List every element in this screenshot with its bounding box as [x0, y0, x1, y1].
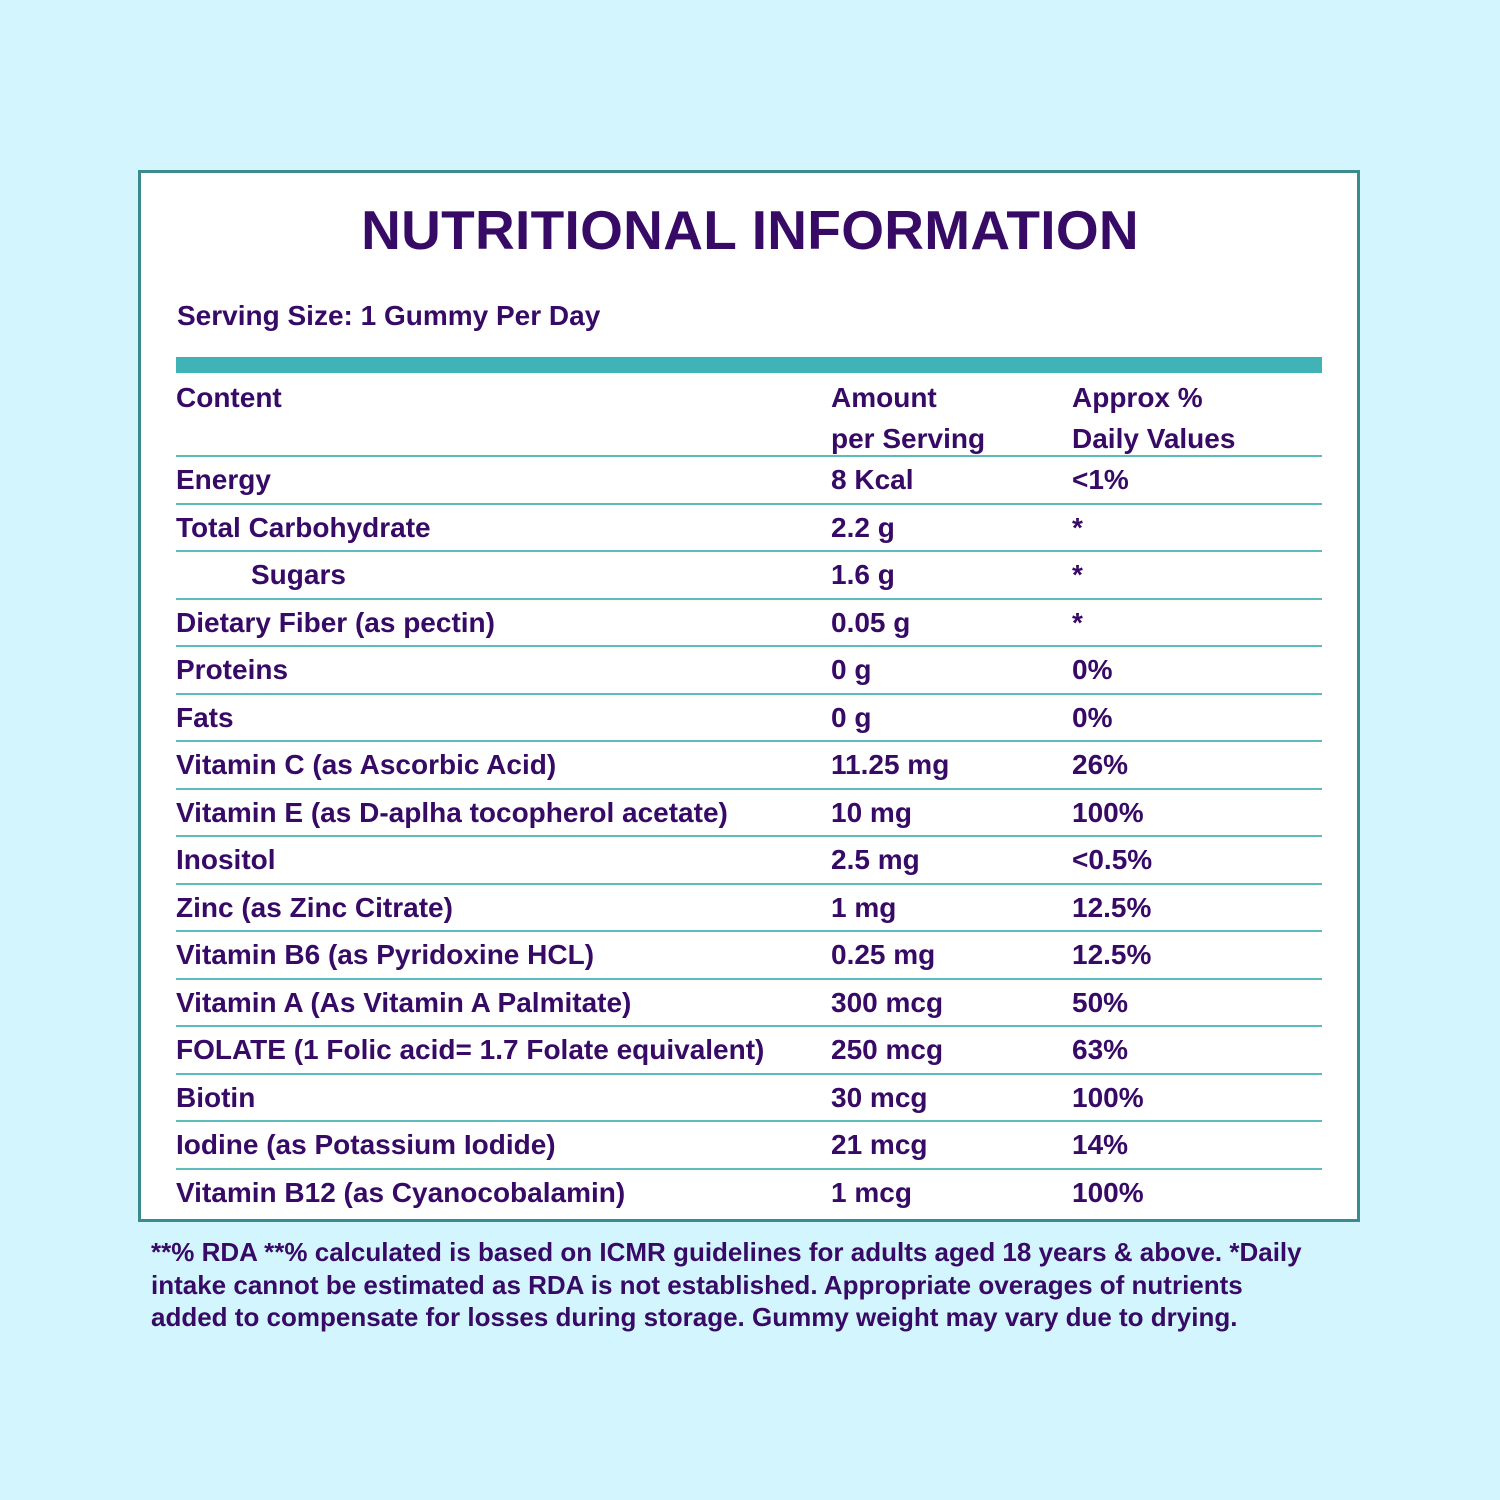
footnote: **% RDA **% calculated is based on ICMR … — [151, 1236, 1381, 1334]
nutrient-amount: 21 mcg — [831, 1129, 928, 1160]
nutrient-name: Vitamin B6 (as Pyridoxine HCL) — [176, 939, 595, 970]
table-row: Proteins 0 g 0% — [176, 647, 1322, 695]
nutrient-name: Vitamin B12 (as Cyanocobalamin) — [176, 1176, 626, 1208]
table-row: Vitamin E (as D-aplha tocopherol acetate… — [176, 790, 1322, 837]
table-row: Vitamin B12 (as Cyanocobalamin) 1 mcg 10… — [176, 1170, 1322, 1216]
header-amount-line1: Amount — [831, 382, 937, 413]
nutrient-name: Zinc (as Zinc Citrate) — [176, 891, 453, 923]
nutrient-amount: 2.2 g — [831, 511, 895, 543]
nutrient-name: FOLATE (1 Folic acid= 1.7 Folate equival… — [176, 1034, 765, 1065]
nutrition-panel — [138, 170, 1360, 1222]
nutrient-amount: 1.6 g — [831, 559, 895, 590]
table-row: Inositol 2.5 mg <0.5% — [176, 837, 1322, 885]
nutrient-amount: 11.25 mg — [831, 749, 950, 780]
nutrient-name: Total Carbohydrate — [176, 511, 431, 543]
nutrient-daily-value: 26% — [1072, 749, 1129, 780]
header-daily-line1: Approx % — [1072, 382, 1203, 413]
nutrient-name: Iodine (as Potassium Iodide) — [176, 1129, 556, 1160]
nutrient-amount: 8 Kcal — [831, 464, 914, 495]
nutrient-amount: 0 g — [831, 701, 872, 733]
table-row: Vitamin A (As Vitamin A Palmitate) 300 m… — [176, 980, 1322, 1027]
nutrient-daily-value: <1% — [1072, 464, 1129, 495]
nutrient-amount: 0.25 mg — [831, 939, 936, 970]
nutrition-table: Content Amount per Serving Approx % Dail… — [176, 373, 1322, 1215]
nutrient-name: Inositol — [176, 844, 276, 875]
nutrient-daily-value: 0% — [1072, 701, 1113, 733]
footnote-line: intake cannot be estimated as RDA is not… — [151, 1269, 1243, 1300]
table-row: Zinc (as Zinc Citrate) 1 mg 12.5% — [176, 885, 1322, 932]
nutrient-daily-value: 12.5% — [1072, 891, 1152, 923]
header-content: Content — [176, 382, 282, 413]
nutrient-amount: 250 mcg — [831, 1034, 944, 1065]
nutrient-name: Proteins — [176, 654, 289, 685]
table-row: Sugars 1.6 g * — [176, 552, 1322, 600]
nutrient-name: Vitamin A (As Vitamin A Palmitate) — [176, 986, 632, 1018]
nutrient-amount: 30 mcg — [831, 1081, 928, 1113]
table-row: Iodine (as Potassium Iodide) 21 mcg 14% — [176, 1122, 1322, 1170]
nutrient-name: Biotin — [176, 1081, 256, 1113]
nutrient-daily-value: 100% — [1072, 1176, 1144, 1208]
table-row: FOLATE (1 Folic acid= 1.7 Folate equival… — [176, 1027, 1322, 1075]
nutrient-daily-value: 63% — [1072, 1034, 1129, 1065]
nutrient-amount: 0.05 g — [831, 606, 911, 638]
nutrient-amount: 300 mcg — [831, 986, 944, 1018]
table-row: Biotin 30 mcg 100% — [176, 1075, 1322, 1122]
nutrient-daily-value: * — [1072, 511, 1083, 543]
table-header: Content Amount per Serving Approx % Dail… — [176, 373, 1322, 457]
nutrient-name: Vitamin C (as Ascorbic Acid) — [176, 749, 557, 780]
nutrient-amount: 1 mg — [831, 891, 897, 923]
header-daily-line2: Daily Values — [1072, 423, 1236, 454]
table-row: Energy 8 Kcal <1% — [176, 457, 1322, 505]
nutrient-name: Vitamin E (as D-aplha tocopherol acetate… — [176, 796, 728, 828]
table-row: Total Carbohydrate 2.2 g * — [176, 505, 1322, 552]
nutrient-name: Fats — [176, 701, 234, 733]
table-row: Dietary Fiber (as pectin) 0.05 g * — [176, 600, 1322, 647]
nutrient-daily-value: * — [1072, 606, 1083, 638]
nutrient-name: Dietary Fiber (as pectin) — [176, 606, 495, 638]
nutrient-daily-value: 50% — [1072, 986, 1129, 1018]
table-row: Fats 0 g 0% — [176, 695, 1322, 742]
serving-size: Serving Size: 1 Gummy Per Day — [177, 300, 601, 331]
nutrient-daily-value: * — [1072, 559, 1083, 590]
nutrient-daily-value: 100% — [1072, 796, 1144, 828]
nutrient-amount: 2.5 mg — [831, 844, 920, 875]
header-amount: Amount per Serving — [831, 377, 985, 459]
nutrient-amount: 10 mg — [831, 796, 912, 828]
nutrient-daily-value: 12.5% — [1072, 939, 1152, 970]
nutrient-name: Energy — [176, 464, 271, 495]
header-daily-value: Approx % Daily Values — [1072, 377, 1235, 459]
nutrient-name: Sugars — [251, 559, 346, 590]
nutrient-amount: 1 mcg — [831, 1176, 912, 1208]
table-row: Vitamin B6 (as Pyridoxine HCL) 0.25 mg 1… — [176, 932, 1322, 980]
nutrient-amount: 0 g — [831, 654, 872, 685]
header-amount-line2: per Serving — [831, 423, 986, 454]
table-row: Vitamin C (as Ascorbic Acid) 11.25 mg 26… — [176, 742, 1322, 790]
footnote-line: added to compensate for losses during st… — [151, 1302, 1238, 1332]
nutrient-daily-value: <0.5% — [1072, 844, 1153, 875]
nutrient-daily-value: 0% — [1072, 654, 1113, 685]
nutrient-daily-value: 100% — [1072, 1081, 1144, 1113]
header-accent-bar — [176, 357, 1322, 373]
page-title: NUTRITIONAL INFORMATION — [361, 199, 1139, 261]
footnote-line: **% RDA **% calculated is based on ICMR … — [151, 1237, 1302, 1267]
nutrient-daily-value: 14% — [1072, 1129, 1129, 1160]
